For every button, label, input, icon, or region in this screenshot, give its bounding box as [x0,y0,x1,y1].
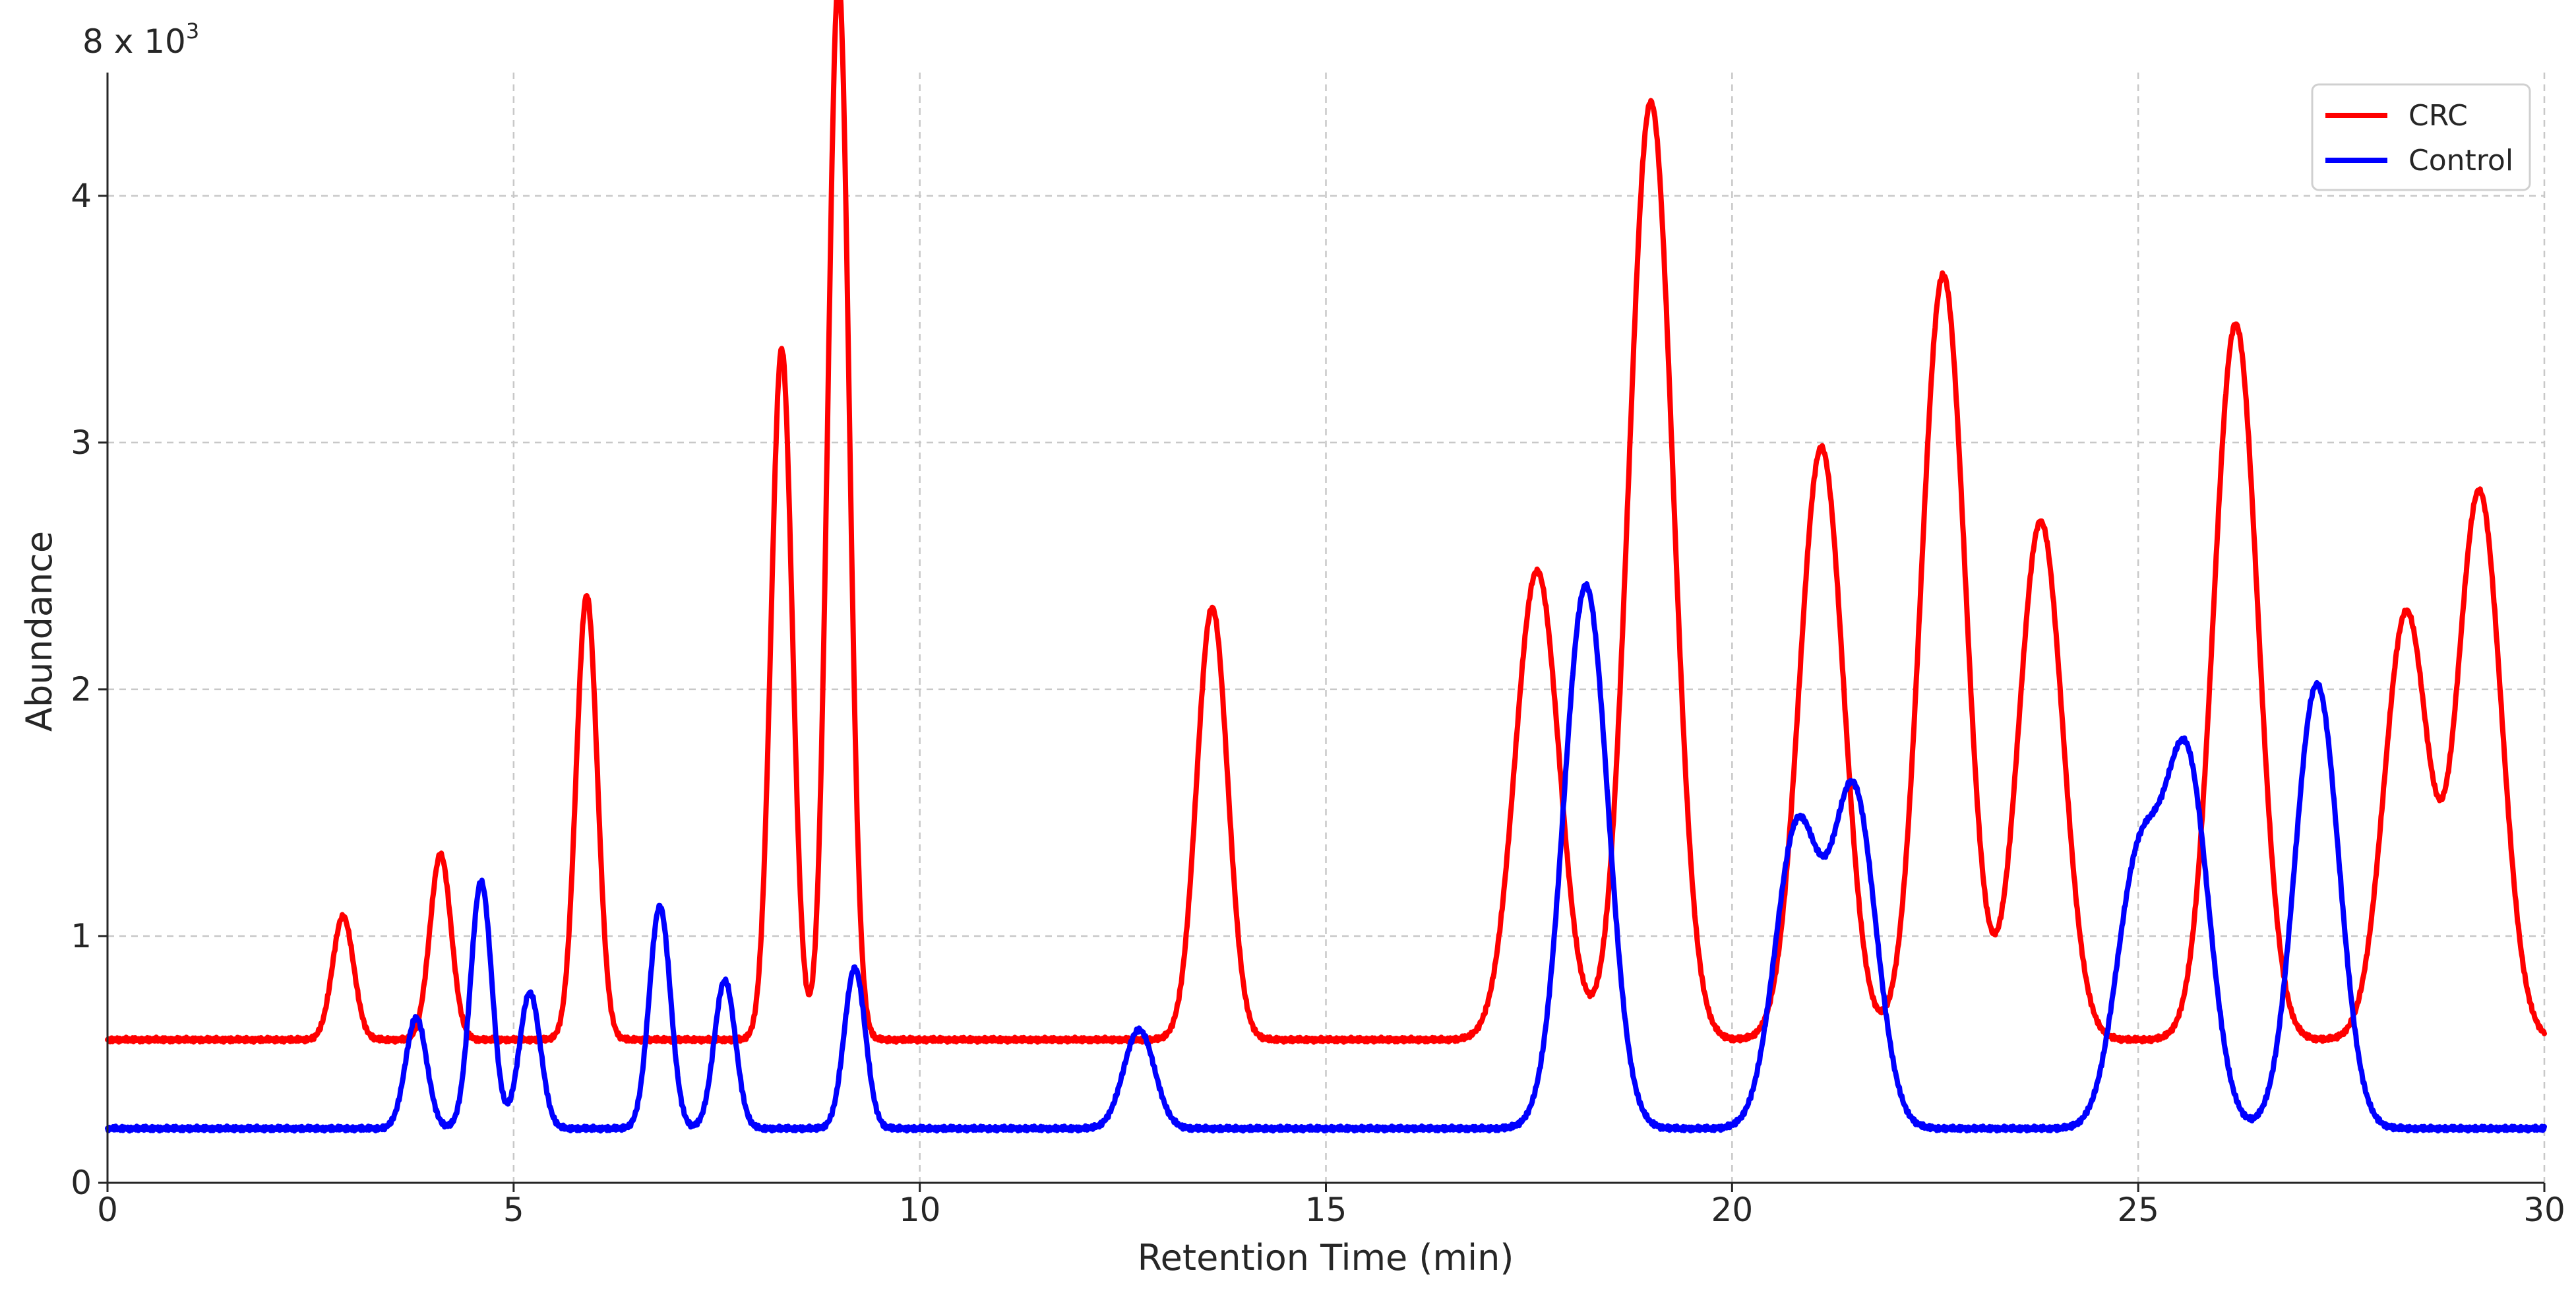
legend-label-control: Control [2408,144,2513,177]
series-layer [105,0,2547,1134]
legend: CRC Control [2311,83,2531,191]
y-tick-label-0: 0 [71,1164,92,1202]
scale-note: 8 x 103 [82,18,199,61]
y-tick-label-1: 1 [71,917,92,955]
y-tick-label-4: 4 [71,177,92,215]
series-line-crc [105,0,2547,1045]
tick-labels: 0 5 10 15 20 25 30 0 1 2 3 4 [71,177,2565,1229]
scale-note-base: 8 x 10 [82,22,186,61]
series-line-control [105,581,2547,1134]
x-tick-label-10: 10 [899,1191,941,1229]
y-tick-label-3: 3 [71,424,92,462]
x-tick-label-30: 30 [2523,1191,2565,1229]
x-axis-title: Retention Time (min) [1138,1237,1514,1278]
axes [98,73,2546,1192]
grid [107,73,2546,1183]
legend-label-crc: CRC [2408,99,2468,133]
x-tick-label-25: 25 [2117,1191,2159,1229]
legend-box [2311,83,2531,191]
x-tick-label-0: 0 [97,1191,118,1229]
scale-note-exponent: 3 [186,18,199,44]
x-tick-label-15: 15 [1305,1191,1347,1229]
y-axis-title: Abundance [18,531,60,732]
y-tick-label-2: 2 [71,670,92,708]
x-tick-label-20: 20 [1711,1191,1754,1229]
x-tick-label-5: 5 [503,1191,524,1229]
